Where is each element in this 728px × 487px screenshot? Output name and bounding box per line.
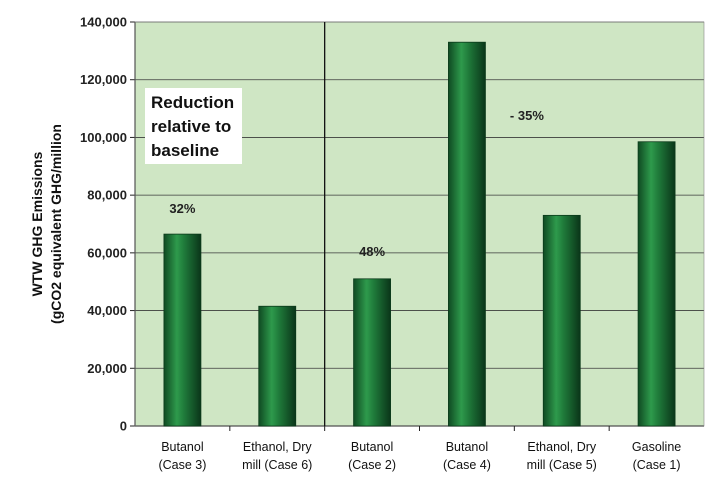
- y-tick-label: 20,000: [87, 361, 127, 376]
- bar: [448, 41, 486, 427]
- y-tick-label: 120,000: [80, 72, 127, 87]
- labels: 0 20,000 40,000 60,000 80,000 100,000 120,000 1…: [29, 15, 681, 473]
- info-box-background: [145, 88, 242, 164]
- y-tick-label: 0: [120, 419, 127, 434]
- y-tick-label: 40,000: [87, 303, 127, 318]
- plot-area: [135, 22, 704, 426]
- y-axis-label: WTW GHG Emissions (gCO2 equivalent GHG/mi…: [29, 124, 64, 324]
- x-category-label: Butanol (Case 4): [443, 440, 491, 472]
- y-tick-label: 140,000: [80, 15, 127, 30]
- y-tick-label: 80,000: [87, 188, 127, 203]
- reduction-info-box: Reduction relative to baseline: [145, 88, 242, 164]
- bar: [163, 233, 202, 427]
- info-box-text: baseline: [151, 141, 219, 160]
- reduction-annotation: - 35%: [510, 108, 544, 123]
- y-tick-label: 100,000: [80, 130, 127, 145]
- reduction-annotation: 48%: [359, 244, 385, 259]
- y-tick-label: 60,000: [87, 245, 127, 260]
- x-category-label: Butanol (Case 3): [158, 440, 206, 472]
- x-category-label: Ethanol, Dry mill (Case 6): [242, 440, 312, 472]
- reduction-annotation: 32%: [169, 201, 195, 216]
- x-category-label: Ethanol, Dry mill (Case 5): [527, 440, 597, 472]
- bar: [353, 278, 391, 427]
- bar: [542, 214, 581, 427]
- x-category-label: Butanol (Case 2): [348, 440, 396, 472]
- bars: [163, 41, 676, 427]
- axes: [130, 21, 705, 431]
- x-category-label: Gasoline (Case 1): [632, 440, 681, 472]
- bar: [637, 141, 676, 427]
- info-box-text: Reduction: [151, 93, 234, 112]
- bar: [258, 305, 297, 427]
- info-box-text: relative to: [151, 117, 231, 136]
